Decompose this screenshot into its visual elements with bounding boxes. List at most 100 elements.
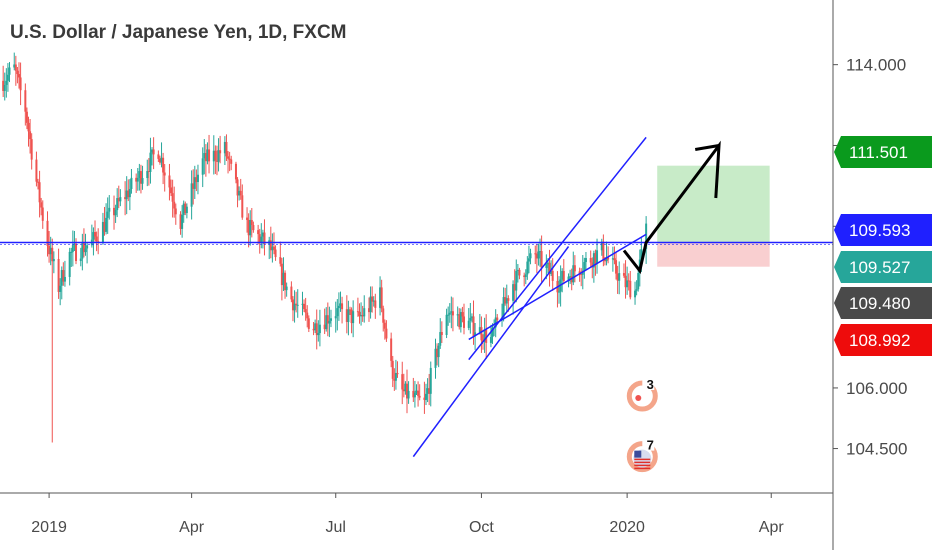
candle-body xyxy=(193,177,196,189)
candle-body xyxy=(94,232,97,237)
candle-body xyxy=(304,309,307,313)
candle-body xyxy=(312,328,315,331)
candle-body xyxy=(502,297,505,318)
candle-body xyxy=(138,171,141,178)
candle-body xyxy=(526,261,529,275)
candle-body xyxy=(578,271,581,275)
candle-body xyxy=(436,348,439,358)
candle-body xyxy=(179,214,182,229)
candle-body xyxy=(234,163,237,180)
candle-body xyxy=(602,241,605,260)
candle-body xyxy=(434,348,437,368)
candle-body xyxy=(269,240,272,251)
candle-body xyxy=(463,316,466,328)
stop-zone xyxy=(657,242,770,267)
candle-body xyxy=(627,280,630,282)
flag-stripe xyxy=(634,464,651,467)
candle-body xyxy=(5,80,8,85)
candle-body xyxy=(423,397,426,400)
candle-body xyxy=(629,280,632,298)
candle-body xyxy=(451,311,454,316)
candle-body xyxy=(550,270,553,274)
candle-body xyxy=(458,314,461,328)
candle-body xyxy=(105,217,108,232)
price-label: 111.501 xyxy=(834,136,932,168)
candle-body xyxy=(196,174,199,183)
candle-body xyxy=(16,70,19,75)
candle-body xyxy=(206,149,209,162)
candle-body xyxy=(323,324,326,330)
event-count: 7 xyxy=(647,438,654,453)
candle-body xyxy=(494,317,497,328)
candle-body xyxy=(325,315,328,330)
x-tick-label: 2019 xyxy=(31,519,67,536)
candle-body xyxy=(151,149,154,153)
candle-body xyxy=(18,74,21,78)
candle-body xyxy=(529,253,532,259)
candle-body xyxy=(615,260,618,274)
candle-body xyxy=(203,153,206,159)
candle-body xyxy=(374,300,377,308)
candle-body xyxy=(173,201,176,209)
candle-body xyxy=(236,179,239,196)
candle-body xyxy=(8,67,11,75)
candle-body xyxy=(469,317,472,321)
candle-body xyxy=(363,308,366,317)
candle-body xyxy=(239,190,242,196)
candle-body xyxy=(307,318,310,329)
candle-body xyxy=(445,314,448,335)
candle-body xyxy=(380,287,383,309)
wedge-upper-line xyxy=(468,136,647,361)
event-count: 3 xyxy=(647,377,654,392)
candle-body xyxy=(415,390,418,393)
candle-body xyxy=(184,203,187,214)
drawing-lines xyxy=(0,136,833,458)
candle-body xyxy=(382,308,385,323)
candle-body xyxy=(157,154,160,159)
candle-body xyxy=(347,309,350,323)
candle-body xyxy=(372,300,375,302)
candle-body xyxy=(285,286,288,291)
candle-body xyxy=(417,390,420,396)
candle-body xyxy=(106,211,109,218)
candle-body xyxy=(440,332,443,335)
candle-body xyxy=(626,280,629,288)
candle-body xyxy=(470,316,473,318)
candle-body xyxy=(228,158,231,160)
candle-body xyxy=(146,171,149,179)
event-badge-bg xyxy=(642,440,655,451)
candle-body xyxy=(634,290,637,298)
candle-body xyxy=(622,273,625,276)
candle-body xyxy=(448,312,451,315)
candle-body xyxy=(46,220,49,246)
candle-body xyxy=(459,312,462,328)
price-label-text: 109.480 xyxy=(849,294,910,313)
price-label: 109.480 xyxy=(834,287,932,319)
price-label-tag xyxy=(834,251,932,283)
candle-body xyxy=(328,320,331,324)
candle-body xyxy=(160,157,163,163)
candle-body xyxy=(616,273,619,281)
candle-body xyxy=(117,198,120,202)
candle-body xyxy=(291,299,294,311)
candle-body xyxy=(70,251,73,253)
candle-body xyxy=(548,262,551,274)
candle-body xyxy=(561,270,564,280)
candle-body xyxy=(219,150,222,154)
candle-body xyxy=(223,141,226,154)
candle-body xyxy=(24,90,27,112)
candle-body xyxy=(635,289,638,291)
candle-body xyxy=(350,309,353,324)
candle-body xyxy=(128,189,131,198)
x-tick-label: 2020 xyxy=(609,519,645,536)
x-tick-label: Apr xyxy=(179,519,205,536)
x-tick-label: Apr xyxy=(759,519,785,536)
candle-body xyxy=(334,316,337,319)
candle-body xyxy=(6,74,9,81)
candle-body xyxy=(385,328,388,339)
event-dot xyxy=(635,395,642,402)
candle-body xyxy=(539,251,542,253)
candle-body xyxy=(396,372,399,375)
